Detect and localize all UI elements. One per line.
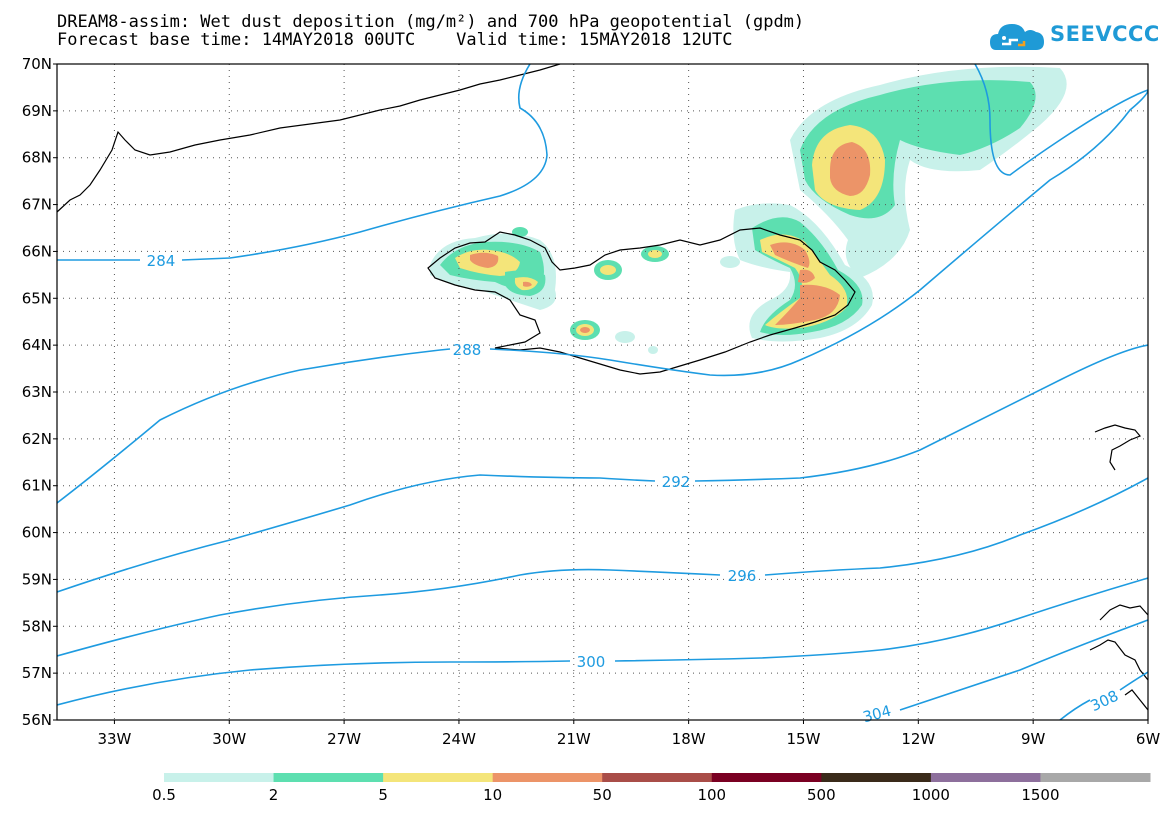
legend-swatch	[273, 773, 384, 782]
dust-deposition-field	[430, 66, 1067, 354]
latitude-label: 69N	[22, 102, 52, 120]
contour-label: 304	[861, 702, 893, 727]
legend-swatch	[711, 773, 822, 782]
latitude-label: 64N	[22, 336, 52, 354]
color-legend	[164, 773, 1151, 782]
contour-label: 284	[147, 252, 176, 270]
legend-label: 0.5	[152, 786, 176, 804]
longitude-label: 12W	[901, 730, 935, 748]
contour-line-292	[57, 344, 1148, 593]
legend-label: 2	[268, 786, 279, 804]
graticule	[57, 64, 1148, 720]
legend-swatch	[602, 773, 713, 782]
longitude-label: 6W	[1136, 730, 1161, 748]
latitude-label: 59N	[22, 570, 52, 588]
greenland-coast	[57, 64, 561, 213]
legend-label: 1000	[911, 786, 950, 804]
longitude-label: 24W	[442, 730, 476, 748]
cloud-icon	[990, 24, 1044, 50]
contour-label: 296	[728, 567, 757, 585]
latitude-label: 56N	[22, 711, 52, 729]
legend-swatch	[1040, 773, 1151, 782]
contour-label: 308	[1088, 687, 1122, 715]
latitude-label: 63N	[22, 383, 52, 401]
legend-label: 100	[697, 786, 727, 804]
contour-line-308	[1059, 671, 1148, 720]
contour-line-284a	[57, 64, 548, 261]
contour-line-296	[57, 477, 1148, 657]
legend-swatch	[492, 773, 603, 782]
latitude-label: 67N	[22, 196, 52, 214]
latitude-label: 70N	[22, 55, 52, 73]
legend-label: 500	[807, 786, 836, 804]
latitude-label: 65N	[22, 289, 52, 307]
contour-label: 300	[577, 653, 606, 671]
longitude-label: 15W	[787, 730, 821, 748]
longitude-label: 9W	[1021, 730, 1046, 748]
legend-label: 50	[592, 786, 612, 804]
legend-label: 1500	[1021, 786, 1060, 804]
latitude-label: 62N	[22, 430, 52, 448]
latitude-label: 61N	[22, 477, 52, 495]
contour-line-288	[57, 89, 1148, 504]
legend-swatch	[164, 773, 275, 782]
longitude-label: 27W	[327, 730, 361, 748]
contour-line-304	[899, 619, 1148, 711]
latitude-label: 57N	[22, 664, 52, 682]
contour-label: 292	[662, 473, 691, 491]
faroe-islands	[1094, 424, 1141, 471]
latitude-labels: 70N 69N 68N 67N 66N 65N 64N 63N 62N 61N 60N 59N 58N 5…	[22, 55, 52, 729]
latitude-label: 66N	[22, 242, 52, 260]
legend-swatch	[821, 773, 932, 782]
seevccc-logo: SEEVCCC	[988, 16, 1159, 58]
contour-label: 288	[453, 341, 482, 359]
longitude-label: 18W	[672, 730, 706, 748]
iceland-coast	[427, 227, 856, 375]
scotland-coast	[1089, 604, 1148, 711]
legend-swatch	[930, 773, 1041, 782]
coastlines	[57, 64, 1148, 711]
legend-label: 10	[483, 786, 503, 804]
contour-line-300	[57, 577, 1148, 706]
geopotential-contours	[57, 64, 1148, 720]
latitude-label: 68N	[22, 149, 52, 167]
latitude-label: 58N	[22, 617, 52, 635]
chart-title-line2: Forecast base time: 14MAY2018 00UTC Vali…	[57, 30, 733, 50]
legend-swatch	[383, 773, 494, 782]
latitude-label: 60N	[22, 524, 52, 542]
longitude-label: 33W	[97, 730, 131, 748]
longitude-label: 21W	[557, 730, 591, 748]
legend-label: 5	[378, 786, 388, 804]
contour-line-284b	[974, 64, 1148, 176]
axis-ticks	[53, 63, 1149, 724]
contour-labels: 284 288 292 296 300 304 308	[147, 252, 1122, 726]
logo-text: SEEVCCC	[1050, 22, 1160, 46]
longitude-labels: 33W 30W 27W 24W 21W 18W 15W 12W 9W 6W	[97, 730, 1160, 748]
longitude-label: 30W	[212, 730, 246, 748]
chart-title-line1: DREAM8-assim: Wet dust deposition (mg/m²…	[57, 12, 805, 32]
